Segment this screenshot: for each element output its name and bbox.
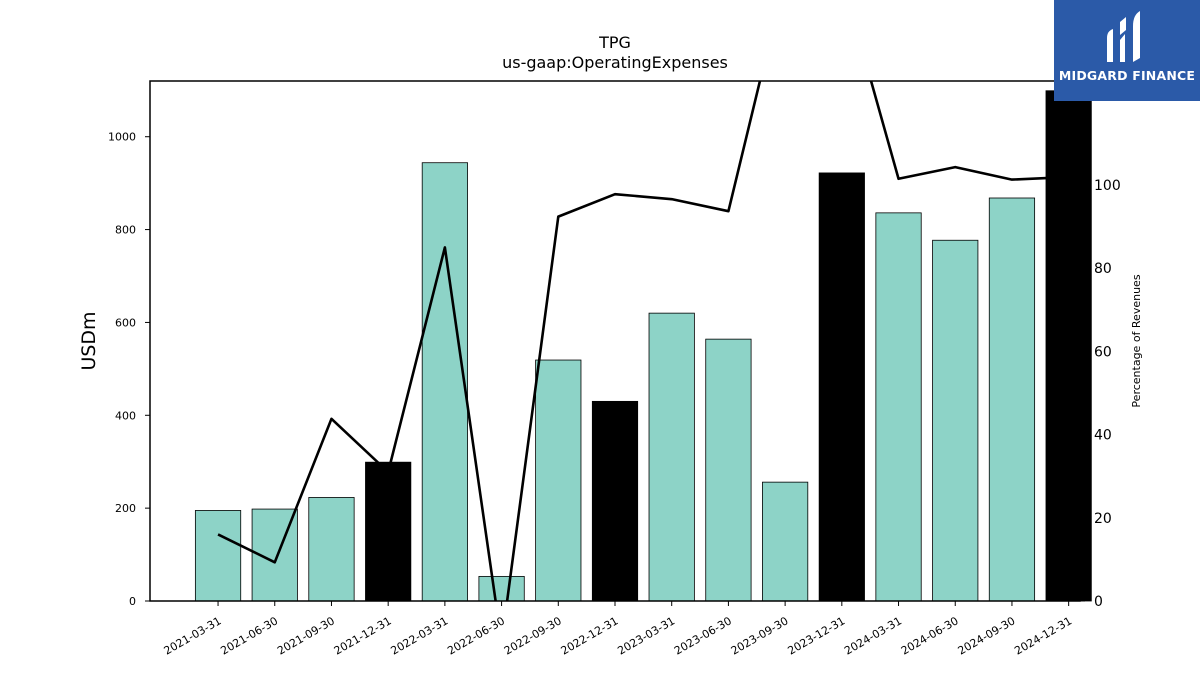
bar-2021-12-31 xyxy=(365,461,412,602)
bar-2023-12-31 xyxy=(818,172,865,602)
y-axis-ticks: 0 200 400 600 800 1000 xyxy=(108,131,150,608)
y2-tick-label: 80 xyxy=(1094,261,1112,277)
percentage-line xyxy=(217,81,1069,601)
y2-tick-label: 40 xyxy=(1094,428,1112,444)
y-axis-label: USDm xyxy=(78,311,100,370)
x-tick-label: 2024-03-31 xyxy=(842,614,904,657)
y2-axis-label: Percentage of Revenues xyxy=(1130,274,1143,407)
bar-2024-12-31 xyxy=(1045,90,1092,602)
y2-axis-ticks: 0 20 40 60 80 100 xyxy=(1080,178,1121,610)
x-tick-label: 2024-12-31 xyxy=(1012,614,1074,657)
y-tick-label: 600 xyxy=(115,316,136,329)
brand-name: MIDGARD FINANCE xyxy=(1058,68,1196,83)
bar-2022-09-30 xyxy=(535,359,582,602)
x-tick-label: 2023-12-31 xyxy=(785,614,847,657)
bar-series xyxy=(194,90,1092,602)
x-tick-label: 2022-03-31 xyxy=(389,614,451,657)
y-tick-label: 200 xyxy=(115,502,136,515)
bar-2022-12-31 xyxy=(591,400,639,602)
x-tick-label: 2022-06-30 xyxy=(445,614,507,657)
y2-tick-label: 20 xyxy=(1094,511,1112,527)
y2-tick-label: 100 xyxy=(1094,178,1121,194)
y2-tick-label: 60 xyxy=(1094,344,1112,360)
x-tick-label: 2023-06-30 xyxy=(672,614,734,657)
x-tick-label: 2021-09-30 xyxy=(275,614,337,657)
brand-logo: MIDGARD FINANCE xyxy=(1054,0,1200,101)
x-tick-label: 2022-12-31 xyxy=(559,614,621,657)
bar-2024-03-31 xyxy=(875,212,922,602)
bar-2024-06-30 xyxy=(932,239,979,602)
bar-2023-09-30 xyxy=(762,481,809,602)
y-tick-label: 1000 xyxy=(108,131,136,144)
bar-2023-06-30 xyxy=(705,338,752,602)
x-tick-label: 2022-09-30 xyxy=(502,614,564,657)
percentage-line-series xyxy=(217,81,1069,601)
x-tick-label: 2021-06-30 xyxy=(218,614,280,657)
x-tick-label: 2024-06-30 xyxy=(899,614,961,657)
y2-tick-label: 0 xyxy=(1094,594,1103,610)
bar-2022-03-31 xyxy=(421,162,468,602)
bar-2021-03-31 xyxy=(194,510,242,602)
x-axis-ticks: 2021-03-312021-06-302021-09-302021-12-31… xyxy=(162,601,1074,658)
bar-2024-09-30 xyxy=(988,197,1036,602)
x-tick-label: 2023-03-31 xyxy=(615,614,677,657)
chart-subtitle: us-gaap:OperatingExpenses xyxy=(502,53,728,72)
bar-2023-03-31 xyxy=(648,312,695,602)
y-tick-label: 0 xyxy=(129,595,136,608)
x-tick-label: 2023-09-30 xyxy=(729,614,791,657)
bar-2021-09-30 xyxy=(308,497,355,602)
x-tick-label: 2021-03-31 xyxy=(162,614,224,657)
bar-2022-06-30 xyxy=(478,575,525,602)
x-tick-label: 2024-09-30 xyxy=(956,614,1018,657)
y-tick-label: 400 xyxy=(115,409,136,422)
midgard-m-icon xyxy=(1107,11,1140,62)
y-tick-label: 800 xyxy=(115,224,136,237)
chart-title: TPG xyxy=(598,33,631,52)
x-tick-label: 2021-12-31 xyxy=(332,614,394,657)
